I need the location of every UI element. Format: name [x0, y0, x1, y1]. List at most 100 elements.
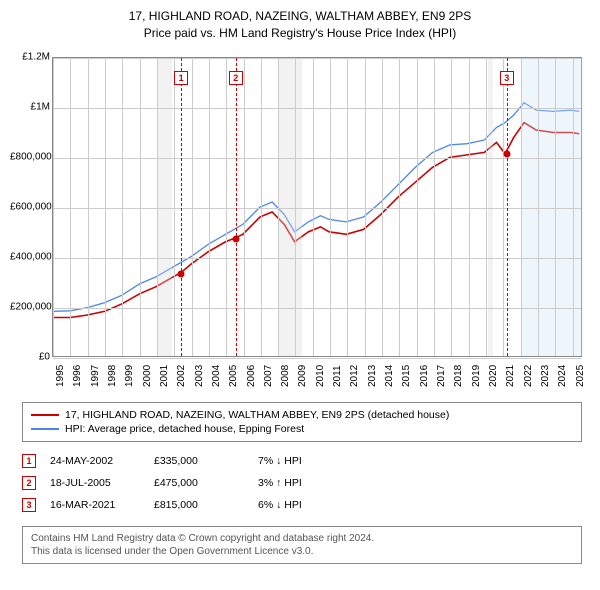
x-tick-label: 2011: [332, 365, 343, 387]
event-marker: 2: [22, 476, 36, 490]
legend-swatch: [31, 414, 59, 416]
gridline-v: [174, 58, 175, 356]
shade-band: [488, 58, 493, 356]
legend-row: 17, HIGHLAND ROAD, NAZEING, WALTHAM ABBE…: [31, 408, 573, 422]
legend-label: 17, HIGHLAND ROAD, NAZEING, WALTHAM ABBE…: [65, 409, 449, 421]
gridline-h: [53, 108, 581, 109]
legend-box: 17, HIGHLAND ROAD, NAZEING, WALTHAM ABBE…: [22, 402, 582, 442]
chart-area: 123 £0£200,000£400,000£600,000£800,000£1…: [10, 52, 590, 392]
x-tick-label: 2014: [384, 364, 395, 386]
x-tick-label: 2006: [246, 364, 257, 386]
plot-region: 1 2 3: [52, 57, 582, 357]
gridline-v: [486, 58, 487, 356]
gridline-v: [365, 58, 366, 356]
title-block: 17, HIGHLAND ROAD, NAZEING, WALTHAM ABBE…: [10, 8, 590, 42]
x-tick-label: 2007: [263, 364, 274, 386]
shade-band: [521, 58, 583, 356]
gridline-v: [261, 58, 262, 356]
legend-swatch: [31, 428, 59, 430]
gridline-v: [70, 58, 71, 356]
gridline-v: [382, 58, 383, 356]
gridline-v: [192, 58, 193, 356]
x-tick-label: 2025: [575, 364, 586, 386]
marker-line: [507, 58, 508, 356]
event-row: 3 16-MAR-2021 £815,000 6% ↓ HPI: [22, 494, 590, 516]
y-tick-label: £0: [10, 351, 50, 362]
event-price: £335,000: [154, 455, 244, 467]
gridline-v: [105, 58, 106, 356]
x-tick-label: 2008: [280, 364, 291, 386]
gridline-v: [521, 58, 522, 356]
marker-box: 2: [229, 71, 243, 85]
gridline-v: [347, 58, 348, 356]
x-tick-label: 2013: [367, 364, 378, 386]
x-tick-label: 2022: [523, 364, 534, 386]
y-tick-label: £800,000: [10, 151, 50, 162]
x-tick-label: 2018: [453, 364, 464, 386]
gridline-v: [330, 58, 331, 356]
event-marker: 3: [22, 498, 36, 512]
gridline-h: [53, 208, 581, 209]
legend-label: HPI: Average price, detached house, Eppi…: [65, 423, 304, 435]
y-tick-label: £1.2M: [10, 51, 50, 62]
x-tick-label: 2020: [488, 364, 499, 386]
x-tick-label: 2010: [315, 364, 326, 386]
gridline-v: [88, 58, 89, 356]
shade-band: [278, 58, 302, 356]
x-tick-label: 1998: [107, 364, 118, 386]
y-tick-label: £400,000: [10, 251, 50, 262]
marker-dot: [503, 150, 510, 157]
gridline-v: [555, 58, 556, 356]
x-tick-label: 2001: [159, 364, 170, 386]
y-tick-label: £200,000: [10, 301, 50, 312]
gridline-v: [140, 58, 141, 356]
series-hpi: [53, 102, 579, 311]
gridline-v: [278, 58, 279, 356]
x-tick-label: 1996: [72, 364, 83, 386]
x-tick-label: 2003: [194, 364, 205, 386]
marker-dot: [232, 235, 239, 242]
x-tick-label: 2012: [349, 364, 360, 386]
gridline-v: [451, 58, 452, 356]
gridline-h: [53, 358, 581, 359]
x-tick-label: 2000: [142, 364, 153, 386]
x-tick-label: 2024: [557, 364, 568, 386]
marker-line: [181, 58, 182, 356]
chart-lines: [53, 58, 581, 356]
y-tick-label: £1M: [10, 101, 50, 112]
gridline-v: [244, 58, 245, 356]
marker-dot: [178, 270, 185, 277]
marker-line: [236, 58, 237, 356]
shade-band: [157, 58, 173, 356]
x-tick-label: 2005: [228, 364, 239, 386]
gridline-v: [209, 58, 210, 356]
event-marker: 1: [22, 454, 36, 468]
marker-box: 1: [174, 71, 188, 85]
x-tick-label: 2009: [297, 364, 308, 386]
x-tick-label: 2017: [436, 364, 447, 386]
event-date: 16-MAR-2021: [50, 499, 140, 511]
gridline-v: [157, 58, 158, 356]
x-tick-label: 2021: [505, 364, 516, 386]
event-row: 218-JUL-2005£475,0003% ↑ HPI: [22, 472, 590, 494]
x-tick-label: 2002: [176, 364, 187, 386]
gridline-v: [503, 58, 504, 356]
gridline-v: [226, 58, 227, 356]
event-price: £815,000: [154, 499, 244, 511]
gridline-v: [538, 58, 539, 356]
gridline-v: [399, 58, 400, 356]
gridline-h: [53, 258, 581, 259]
event-row: 1 24-MAY-2002 £335,000 7% ↓ HPI: [22, 450, 590, 472]
event-delta: 6% ↓ HPI: [258, 499, 358, 511]
gridline-v: [313, 58, 314, 356]
x-tick-label: 2023: [540, 364, 551, 386]
x-tick-label: 2019: [471, 364, 482, 386]
marker-box: 3: [500, 71, 514, 85]
event-price: £475,000: [154, 477, 244, 489]
event-delta: 7% ↓ HPI: [258, 455, 358, 467]
footer-line-2: This data is licensed under the Open Gov…: [31, 545, 573, 558]
event-date: 24-MAY-2002: [50, 455, 140, 467]
x-tick-label: 2015: [401, 364, 412, 386]
event-delta: 3% ↑ HPI: [258, 477, 358, 489]
gridline-v: [417, 58, 418, 356]
